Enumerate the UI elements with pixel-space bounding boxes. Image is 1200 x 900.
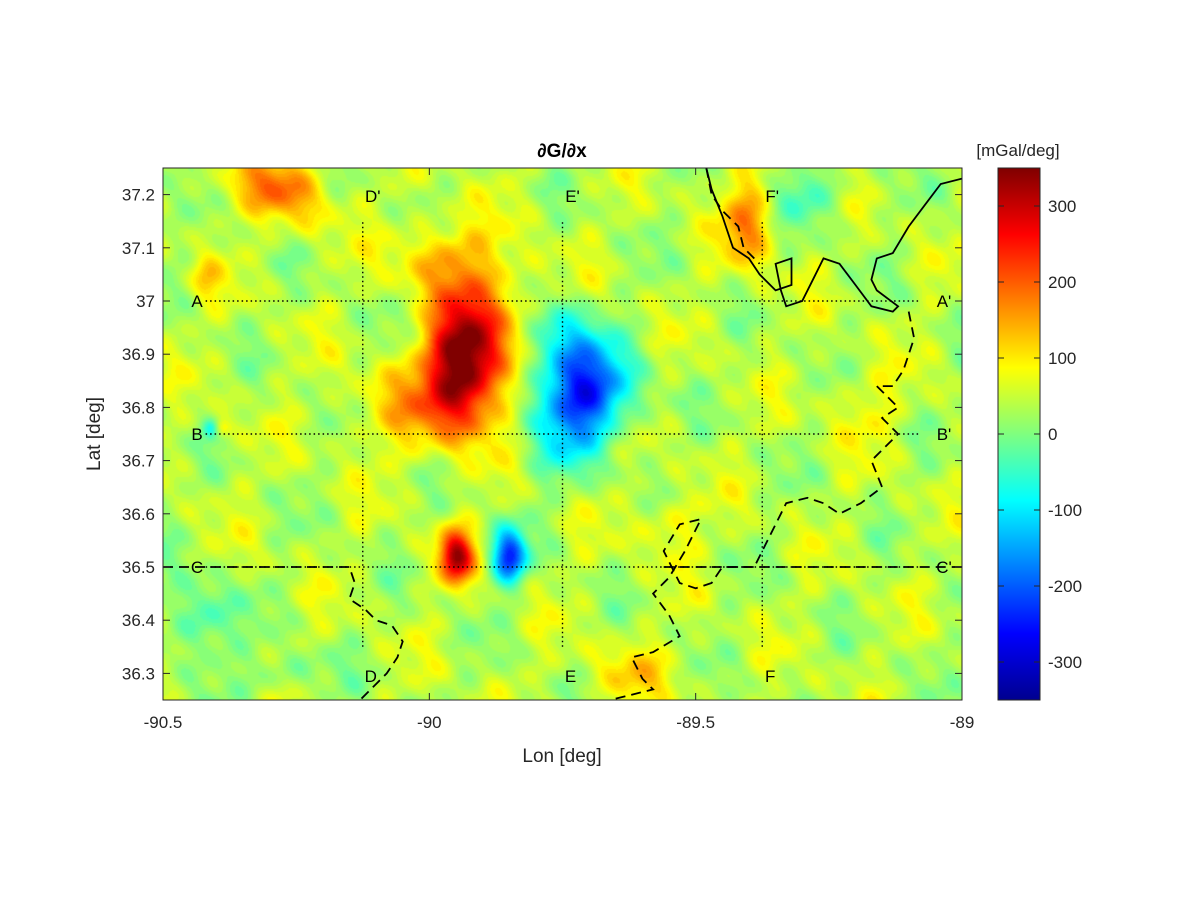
profile-label-0-end: A' <box>937 292 952 311</box>
profile-label-4-start: E <box>565 667 576 686</box>
x-tick-label: -90 <box>417 713 442 732</box>
y-tick-label: 36.4 <box>122 611 155 630</box>
profile-label-5-end: F' <box>765 187 779 206</box>
profile-label-0-start: A <box>191 292 203 311</box>
y-tick-label: 36.6 <box>122 505 155 524</box>
colorbar-tick-label: -200 <box>1048 577 1082 596</box>
profile-lines <box>205 221 920 647</box>
x-axis: -90.5 -90 -89.5 -89 <box>144 168 975 732</box>
y-tick-label: 36.9 <box>122 345 155 364</box>
colorbar-label: [mGal/deg] <box>976 141 1059 160</box>
y-axis: 36.3 36.4 36.5 36.6 36.7 36.8 36.9 37 37.1 37.2 <box>122 186 962 683</box>
colorbar-tick-label: 100 <box>1048 349 1076 368</box>
profile-label-3-end: D' <box>365 187 381 206</box>
boundary-line-5 <box>705 168 761 265</box>
profile-label-5-start: F <box>765 667 775 686</box>
colorbar-tick-label: 0 <box>1048 425 1057 444</box>
y-tick-label: 36.3 <box>122 664 155 683</box>
y-tick-label: 37.2 <box>122 186 155 205</box>
chart-title: ∂G/∂x <box>537 141 587 162</box>
profile-labels: A A' B B' C C' D D' E E' F F' <box>191 187 952 686</box>
colorbar-tick-label: 300 <box>1048 197 1076 216</box>
profile-label-1-start: B <box>191 425 202 444</box>
colorbar-tick-label: 200 <box>1048 273 1076 292</box>
x-axis-label: Lon [deg] <box>522 746 601 767</box>
profile-label-2-start: C <box>191 558 203 577</box>
x-tick-label: -89.5 <box>676 713 715 732</box>
profile-label-1-end: B' <box>937 425 952 444</box>
y-tick-label: 37 <box>136 292 155 311</box>
colorbar-tick-label: -300 <box>1048 653 1082 672</box>
profile-label-2-end: C' <box>936 558 952 577</box>
boundary-line-1 <box>705 168 962 313</box>
y-tick-label: 36.5 <box>122 558 155 577</box>
y-axis-label: Lat [deg] <box>84 397 105 471</box>
colorbar-tick-label: -100 <box>1048 501 1082 520</box>
x-tick-label: -89 <box>950 713 975 732</box>
profile-label-4-end: E' <box>565 187 580 206</box>
colorbar: -300 -200 -100 0 100 200 300 [mGal/deg] <box>976 141 1082 701</box>
plot-frame <box>162 167 963 701</box>
y-tick-label: 37.1 <box>122 239 155 258</box>
boundary-line-3 <box>163 566 404 700</box>
colorbar-ticks: -300 -200 -100 0 100 200 300 <box>998 197 1082 672</box>
y-tick-label: 36.7 <box>122 452 155 471</box>
colorbar-gradient <box>997 167 1041 701</box>
profile-label-3-start: D <box>365 667 377 686</box>
y-tick-label: 36.8 <box>122 398 155 417</box>
x-tick-label: -90.5 <box>144 713 183 732</box>
